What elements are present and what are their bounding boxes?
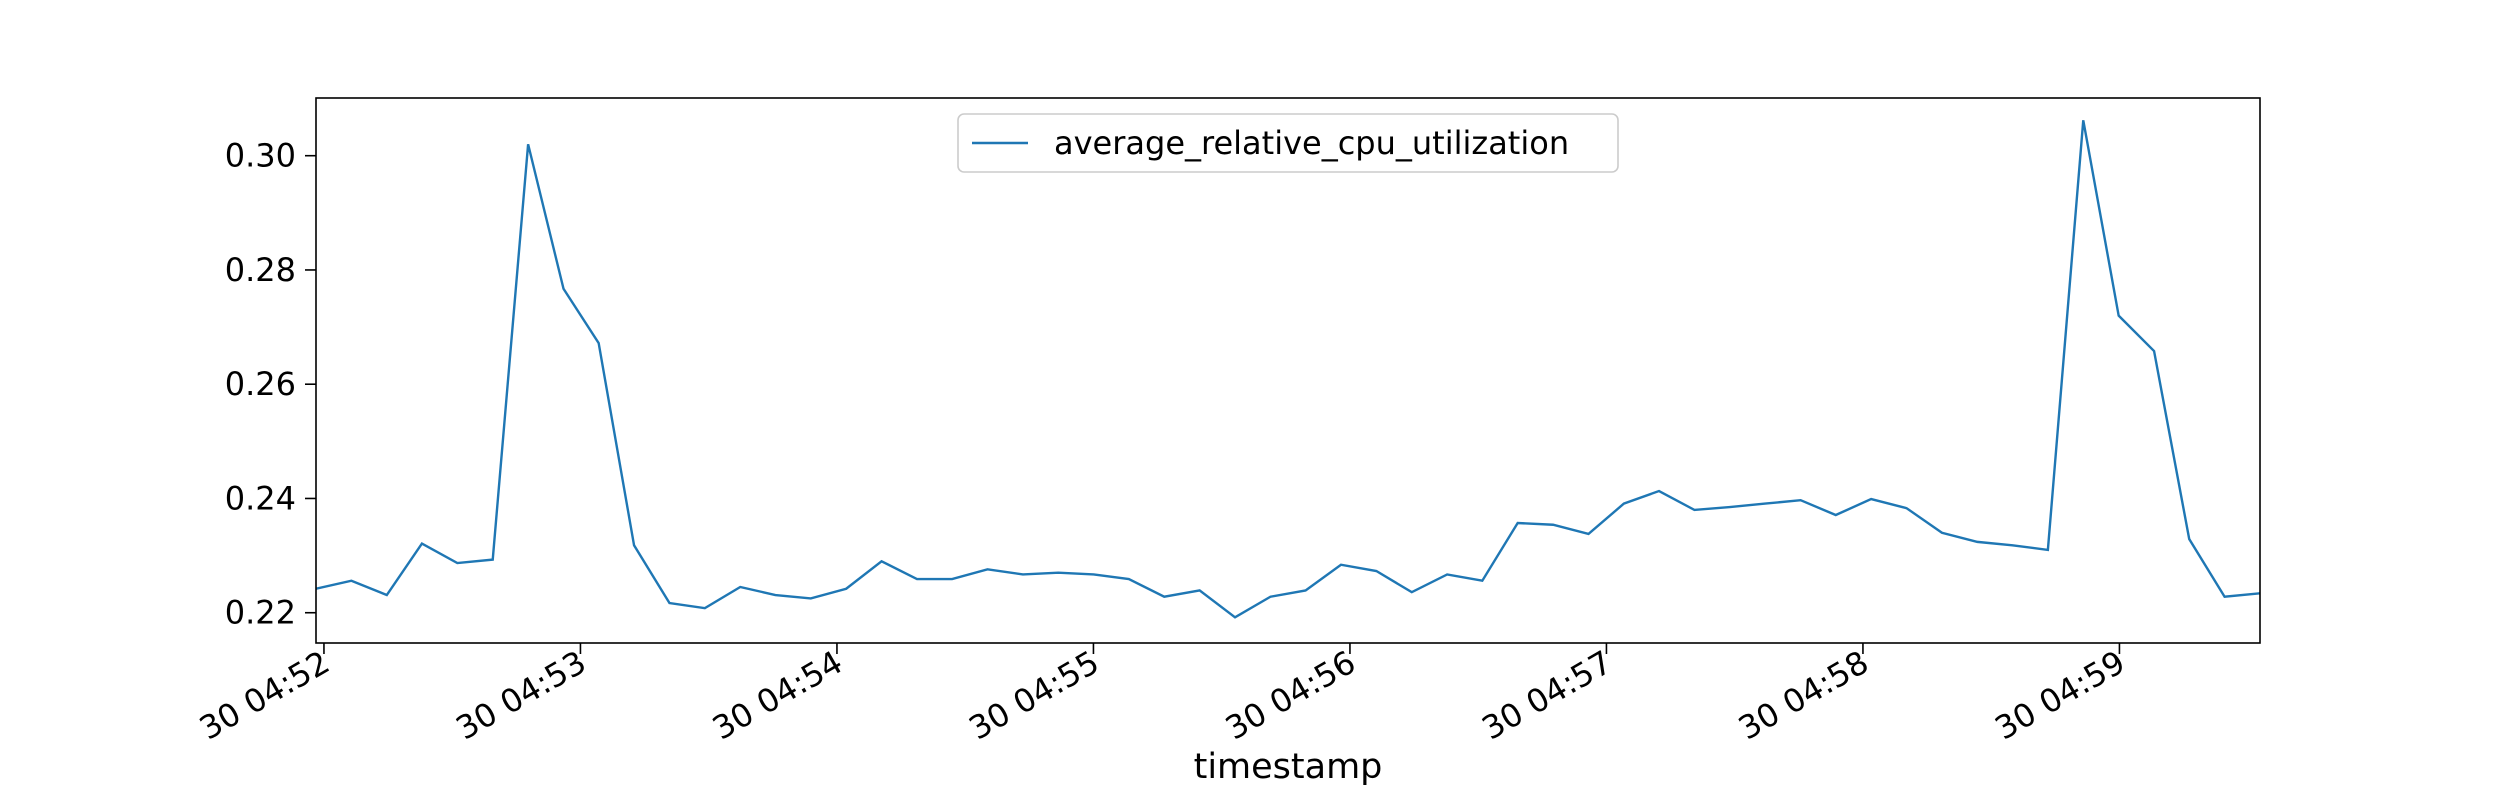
y-tick-label: 0.30: [225, 137, 296, 175]
legend-box: [957, 113, 1619, 173]
x-tick-label: 30 04:57: [1476, 643, 1619, 747]
legend-label: average_relative_cpu_utilization: [1054, 124, 1569, 162]
data-line: [316, 120, 2260, 619]
x-tick-label: 30 04:56: [1219, 643, 1362, 747]
y-tick-label: 0.26: [225, 365, 296, 403]
x-tick-label: 30 04:52: [193, 643, 336, 747]
y-tick-label: 0.28: [225, 251, 296, 289]
x-tick-label: 30 04:55: [963, 643, 1106, 747]
x-tick-label: 30 04:53: [450, 643, 593, 747]
x-tick-label: 30 04:58: [1732, 643, 1875, 747]
x-tick-label: 30 04:54: [706, 643, 849, 747]
plot-frame: [315, 97, 2261, 644]
x-tick-label: 30 04:59: [1989, 643, 2132, 747]
x-axis-label: timestamp: [1194, 747, 1383, 787]
y-tick-label: 0.24: [225, 479, 296, 517]
y-tick-label: 0.22: [225, 594, 296, 632]
